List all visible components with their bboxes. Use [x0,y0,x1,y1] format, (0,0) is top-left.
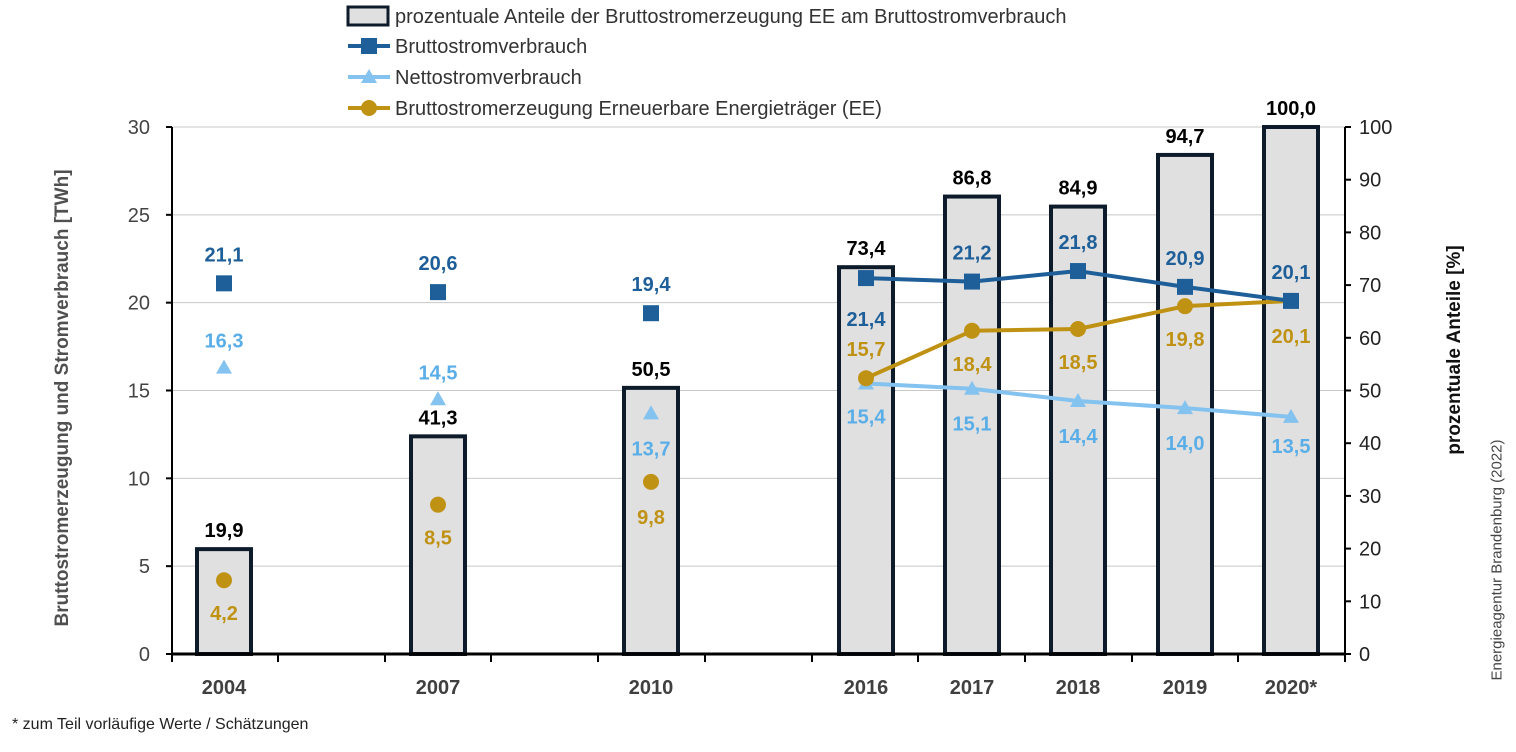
x-tick-label: 2004 [202,677,247,699]
bar-data-label: 19,9 [205,520,244,542]
nettostromverbrauch-data-label: 15,4 [847,406,887,428]
point-bruttostromverbrauch [643,305,659,322]
bar [837,265,895,656]
point-nettostromverbrauch [1283,408,1299,423]
bar [1049,204,1107,656]
bar [195,547,253,657]
point-ee [1070,321,1086,338]
point-bruttostromverbrauch [1070,263,1086,280]
y-right-tick-label: 90 [1359,170,1381,192]
point-ee [858,370,874,387]
nettostromverbrauch-data-label: 14,0 [1166,433,1205,455]
y-left-tick-label: 30 [128,117,150,139]
nettostromverbrauch-data-label: 16,3 [205,331,244,353]
x-tick-label: 2016 [844,677,889,699]
y-right-tick-label: 60 [1359,328,1381,350]
y-right-tick-label: 20 [1359,539,1381,561]
y-axis-right-title: prozentuale Anteile [%] [1444,245,1465,454]
point-ee [1177,298,1193,315]
bruttostromverbrauch-data-label: 21,2 [953,243,992,265]
y-right-tick-label: 70 [1359,275,1381,297]
y-left-tick-label: 25 [128,205,150,227]
bruttostromverbrauch-data-label: 21,1 [205,244,244,266]
bar [1262,125,1320,656]
y-left-tick-label: 10 [128,468,150,490]
point-nettostromverbrauch [1070,393,1086,408]
y-right-tick-label: 40 [1359,433,1381,455]
point-ee [643,473,659,490]
bruttostromverbrauch-data-label: 21,4 [847,309,887,331]
ee-data-label: 19,8 [1166,329,1205,351]
legend-label-bars: prozentuale Anteile der Bruttostromerzeu… [395,6,1066,28]
legend-label-ee: Bruttostromerzeugung Erneuerbare Energie… [395,98,882,120]
bar [622,385,680,656]
y-right-tick-label: 10 [1359,591,1381,613]
bruttostromverbrauch-data-label: 20,6 [419,253,458,275]
nettostromverbrauch-data-label: 13,7 [632,438,671,460]
point-ee [964,322,980,339]
point-ee [216,572,232,589]
point-bruttostromverbrauch [216,275,232,292]
x-tick-label: 2017 [950,677,995,699]
y-axis-left-title: Bruttostromerzeugung und Stromverbrauch … [52,169,73,626]
ee-data-label: 18,5 [1059,352,1098,374]
y-left-tick-label: 15 [128,381,150,403]
bar-data-label: 50,5 [632,359,671,381]
x-tick-label: 2010 [629,677,674,699]
point-nettostromverbrauch [964,380,980,395]
nettostromverbrauch-data-label: 14,4 [1059,426,1099,448]
point-bruttostromverbrauch [1283,292,1299,309]
point-bruttostromverbrauch [858,270,874,287]
nettostromverbrauch-data-label: 14,5 [419,362,458,384]
bar-data-label: 86,8 [953,168,992,190]
x-tick-label: 2019 [1163,677,1208,699]
legend-marker-ee [361,100,377,116]
point-nettostromverbrauch [216,359,232,374]
legend-marker-bruttostromverbrauch [361,38,377,54]
bar-data-label: 73,4 [847,238,887,260]
point-bruttostromverbrauch [430,284,446,301]
bar-data-label: 41,3 [419,407,458,429]
y-right-tick-label: 80 [1359,222,1381,244]
point-nettostromverbrauch [643,405,659,420]
bar-data-label: 84,9 [1059,178,1098,200]
point-nettostromverbrauch [430,391,446,406]
source-credit: Energieagentur Brandenburg (2022) [1488,439,1506,681]
y-right-tick-label: 30 [1359,486,1381,508]
x-tick-label: 2007 [416,677,461,699]
bruttostromverbrauch-data-label: 20,1 [1272,262,1311,284]
y-left-tick-label: 20 [128,293,150,315]
ee-data-label: 9,8 [637,507,665,529]
legend-label-nettostromverbrauch: Nettostromverbrauch [395,67,582,89]
ee-data-label: 4,2 [210,603,238,625]
bruttostromverbrauch-data-label: 20,9 [1166,248,1205,270]
point-bruttostromverbrauch [964,273,980,290]
ee-data-label: 20,1 [1272,326,1311,348]
nettostromverbrauch-data-label: 15,1 [953,414,992,436]
legend-marker-nettostromverbrauch [361,69,377,83]
bruttostromverbrauch-data-label: 19,4 [632,274,672,296]
x-tick-label: 2018 [1056,677,1101,699]
y-left-tick-label: 0 [139,644,150,666]
ee-data-label: 8,5 [424,528,452,550]
y-right-tick-label: 100 [1359,117,1392,139]
y-left-tick-label: 5 [139,556,150,578]
ee-data-label: 18,4 [953,354,993,376]
y-right-tick-label: 0 [1359,644,1370,666]
bar-data-label: 100,0 [1266,98,1316,120]
point-bruttostromverbrauch [1177,278,1193,295]
x-tick-label: 2020* [1265,677,1317,699]
bar-data-label: 94,7 [1166,126,1205,148]
bruttostromverbrauch-data-label: 21,8 [1059,232,1098,254]
ee-data-label: 15,7 [847,339,886,361]
point-ee [430,496,446,513]
legend-swatch-bars [346,5,390,27]
legend-label-bruttostromverbrauch: Bruttostromverbrauch [395,36,587,58]
nettostromverbrauch-data-label: 13,5 [1272,436,1311,458]
footnote: * zum Teil vorläufige Werte / Schätzunge… [12,716,309,733]
point-nettostromverbrauch [1177,400,1193,415]
y-right-tick-label: 50 [1359,381,1381,403]
